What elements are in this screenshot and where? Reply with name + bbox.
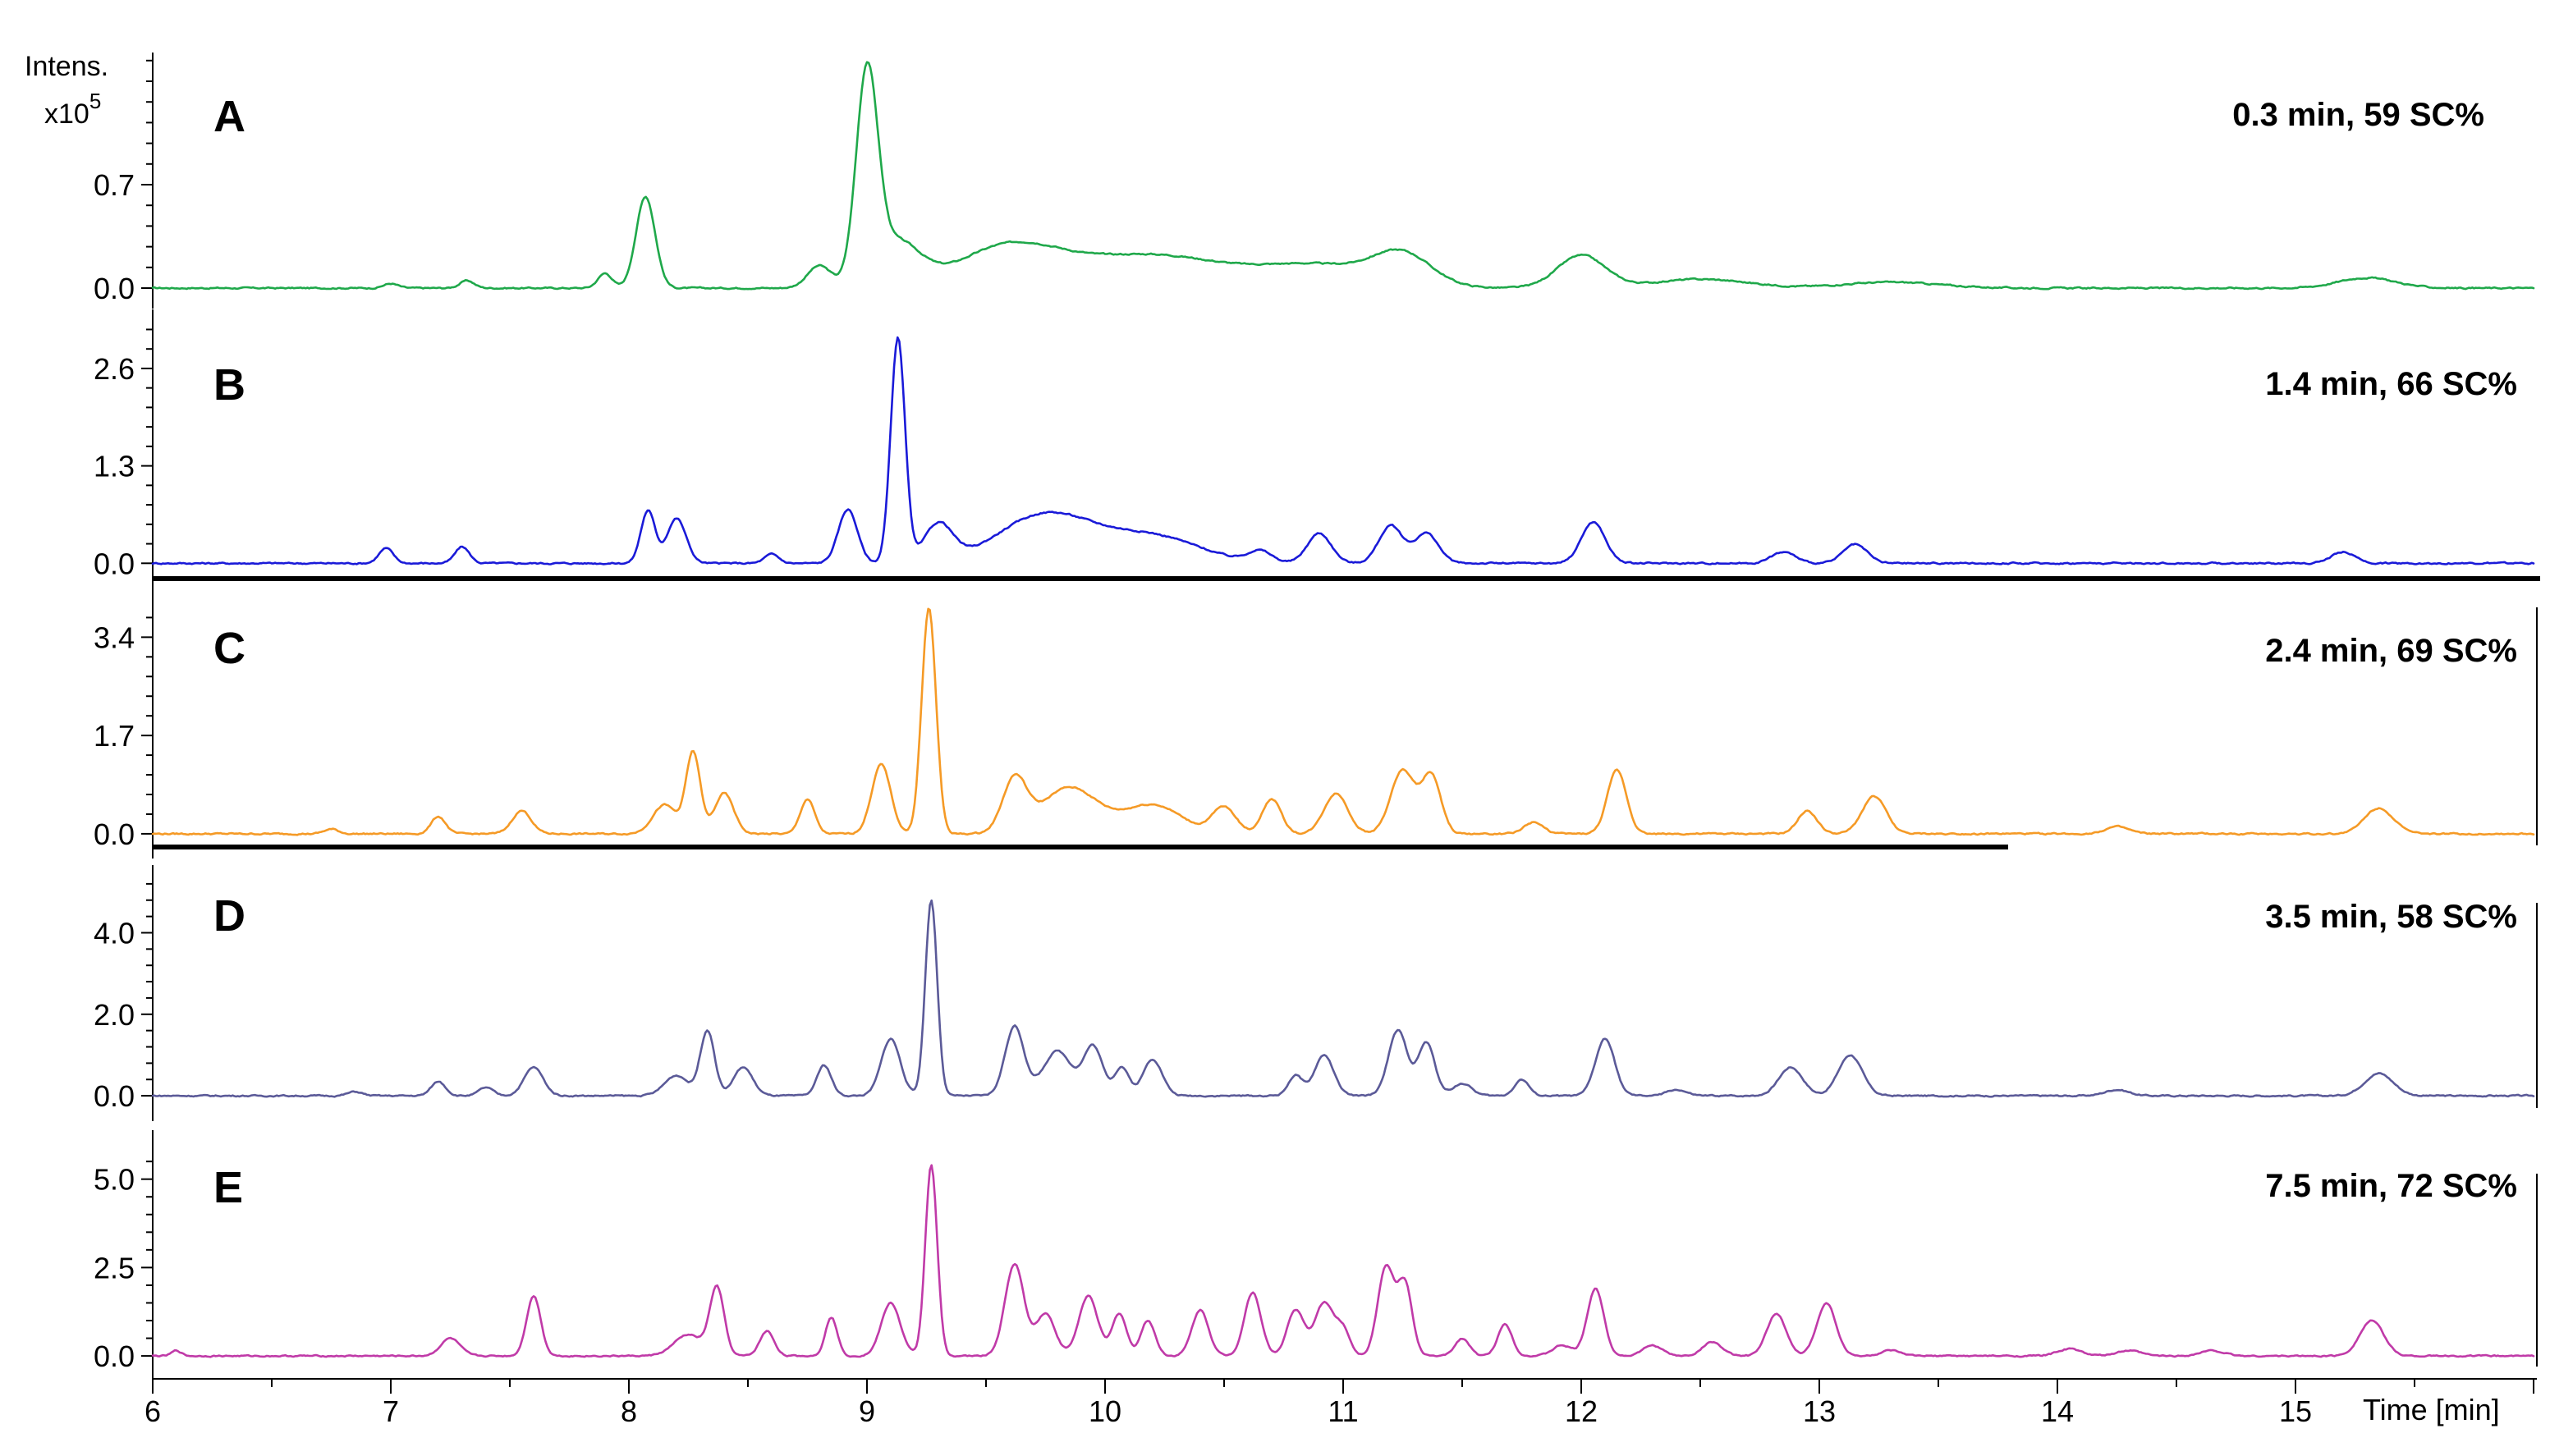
y-tick-label: 3.4	[94, 620, 135, 654]
x-tick-label: 13	[1803, 1394, 1836, 1428]
panel-d: 0.0 2.0 4.0 D 3.5 min, 58 SC%	[94, 865, 2535, 1121]
panel-b: 0.0 1.3 2.6 B 1.4 min, 66 SC%	[94, 309, 2535, 588]
y-axis-title-line1: Intens.	[25, 51, 108, 82]
x-tick-label: 11	[1328, 1394, 1358, 1428]
y-tick-label: 1.7	[94, 719, 135, 753]
x-tick-label: 14	[2041, 1394, 2074, 1428]
panels: 0.0 0.7 A 0.3 min, 59 SC% 0.0 1.3 2.6 B 1.4 min,…	[94, 53, 2540, 1380]
y-tick-label: 2.0	[94, 998, 135, 1032]
y-tick-label: 2.5	[94, 1251, 135, 1284]
x-tick-label: 8	[621, 1394, 637, 1428]
y-tick-label: 0.0	[94, 817, 135, 851]
panel-letter: D	[213, 891, 245, 941]
y-tick-label: 5.0	[94, 1163, 135, 1197]
panel-annotation: 1.4 min, 66 SC%	[2265, 366, 2517, 402]
y-tick-label: 2.6	[94, 352, 135, 386]
y-tick-label: 0.0	[94, 547, 135, 580]
panel-annotation: 7.5 min, 72 SC%	[2265, 1168, 2517, 1204]
y-tick-label: 0.0	[94, 1079, 135, 1113]
panel-c: 0.0 1.7 3.4 C 2.4 min, 69 SC%	[94, 584, 2535, 858]
x-tick-label: 10	[1089, 1394, 1121, 1428]
panel-a: 0.0 0.7 A 0.3 min, 59 SC%	[94, 53, 2535, 309]
x-axis: Time [min] 6 7 8 9 10 11 12 13 14 15	[144, 1378, 2537, 1428]
panel-letter: C	[213, 624, 245, 673]
y-tick-label: 0.7	[94, 168, 135, 202]
y-tick-label: 0.0	[94, 1339, 135, 1373]
panel-letter: B	[213, 360, 245, 410]
x-axis-title: Time [min]	[2363, 1393, 2500, 1426]
panel-annotation: 0.3 min, 59 SC%	[2232, 97, 2484, 133]
trace-c	[151, 607, 2535, 836]
y-axis-title-line2: x105	[44, 89, 101, 130]
trace-d	[151, 899, 2535, 1098]
x-tick-label: 6	[144, 1394, 161, 1428]
trace-b	[151, 336, 2535, 565]
y-tick-label: 1.3	[94, 450, 135, 483]
panel-annotation: 2.4 min, 69 SC%	[2265, 633, 2517, 669]
trace-e	[151, 1164, 2535, 1358]
panel-annotation: 3.5 min, 58 SC%	[2265, 899, 2517, 935]
y-tick-label: 4.0	[94, 916, 135, 950]
panel-letter: A	[213, 92, 245, 141]
panel-e: 0.0 2.5 5.0 E 7.5 min, 72 SC%	[94, 1130, 2535, 1380]
trace-a	[151, 61, 2535, 291]
y-axis-title-exponent: 5	[89, 89, 101, 113]
x-tick-label: 12	[1565, 1394, 1598, 1428]
y-axis-title: Intens. x105	[25, 51, 108, 130]
x-tick-label: 9	[859, 1394, 875, 1428]
y-tick-label: 0.0	[94, 272, 135, 305]
y-axis-title-multiplier: x10	[44, 98, 89, 130]
x-tick-label: 7	[383, 1394, 399, 1428]
panel-letter: E	[213, 1163, 243, 1212]
x-tick-label: 15	[2279, 1394, 2312, 1428]
